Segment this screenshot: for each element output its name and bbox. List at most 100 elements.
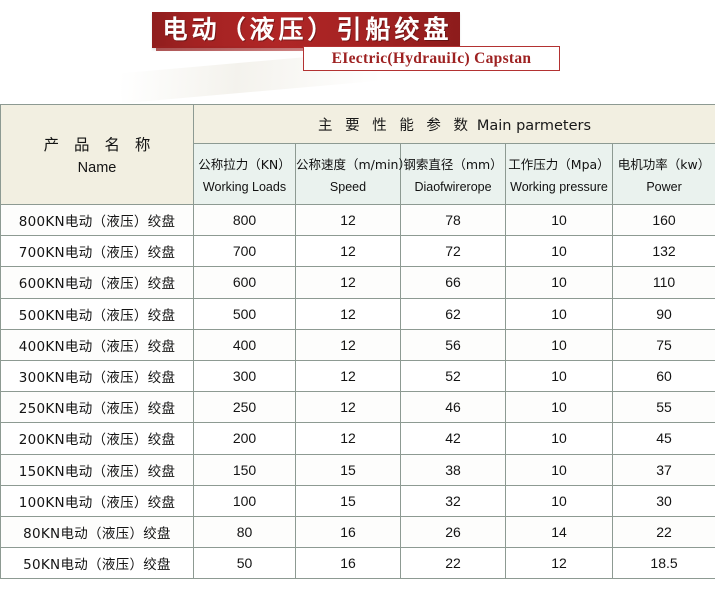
cell-speed: 12 bbox=[295, 391, 401, 424]
cell-press: 14 bbox=[505, 515, 613, 549]
cell-press: 10 bbox=[505, 391, 613, 424]
group-header-en: Main parmeters bbox=[476, 117, 592, 134]
cell-speed: 12 bbox=[295, 235, 401, 268]
cell-dia: 38 bbox=[400, 453, 506, 486]
cell-speed: 12 bbox=[295, 328, 401, 361]
column-header-working-pressure-cn: 工作压力（Mpa） bbox=[508, 157, 610, 172]
column-header-speed-en: Speed bbox=[329, 180, 367, 194]
cell-dia: 42 bbox=[400, 422, 506, 455]
page-subtitle: EIectric(HydrauiIc) Capstan bbox=[331, 50, 532, 67]
cell-name: 80KN电动（液压）绞盘 bbox=[0, 515, 194, 549]
column-header-working-loads: 公称拉力（KN） Working Loads bbox=[193, 143, 296, 205]
cell-name: 300KN电动（液压）绞盘 bbox=[0, 359, 194, 393]
cell-press: 12 bbox=[505, 547, 613, 580]
cell-power: 132 bbox=[611, 235, 715, 268]
group-header-main-parameters: 主 要 性 能 参 数 Main parmeters bbox=[192, 104, 715, 144]
table-body: 800KN电动（液压）绞盘 800 12 78 10 160 700KN电动（液压）绞盘 70… bbox=[0, 203, 715, 580]
cell-name: 200KN电动（液压）绞盘 bbox=[0, 422, 194, 455]
column-header-name-en: Name bbox=[77, 160, 117, 176]
cell-power: 110 bbox=[611, 266, 715, 299]
cell-dia: 62 bbox=[400, 297, 506, 330]
column-header-power-en: Power bbox=[646, 180, 682, 194]
table-row: 150KN电动（液压）绞盘 150 15 38 10 37 bbox=[0, 453, 715, 486]
table-row: 500KN电动（液压）绞盘 500 12 62 10 90 bbox=[0, 297, 715, 330]
group-header-cn: 主 要 性 能 参 数 bbox=[318, 117, 473, 134]
title-banner bbox=[152, 12, 460, 48]
table-row: 250KN电动（液压）绞盘 250 12 46 10 55 bbox=[0, 391, 715, 424]
cell-name: 400KN电动（液压）绞盘 bbox=[0, 328, 194, 361]
column-header-working-pressure: 工作压力（Mpa） Working pressure bbox=[505, 143, 613, 205]
cell-load: 150 bbox=[193, 453, 296, 486]
cell-speed: 12 bbox=[295, 266, 401, 299]
cell-speed: 15 bbox=[295, 453, 401, 486]
table-row: 100KN电动（液压）绞盘 100 15 32 10 30 bbox=[0, 484, 715, 517]
cell-name: 700KN电动（液压）绞盘 bbox=[0, 235, 194, 268]
table-row: 80KN电动（液压）绞盘 80 16 26 14 22 bbox=[0, 515, 715, 549]
cell-name: 100KN电动（液压）绞盘 bbox=[0, 484, 194, 517]
cell-dia: 26 bbox=[400, 515, 506, 549]
column-header-name-cn: 产 品 名 称 bbox=[43, 136, 156, 154]
column-header-name: 产 品 名 称 Name bbox=[0, 104, 194, 205]
cell-speed: 12 bbox=[295, 297, 401, 330]
column-header-power-cn: 电机功率（kw） bbox=[617, 157, 711, 172]
table-head: 产 品 名 称 Name 主 要 性 能 参 数 Main parmeters … bbox=[0, 104, 715, 205]
table-row: 300KN电动（液压）绞盘 300 12 52 10 60 bbox=[0, 359, 715, 393]
cell-name: 150KN电动（液压）绞盘 bbox=[0, 453, 194, 486]
cell-load: 500 bbox=[193, 297, 296, 330]
table-row: 200KN电动（液压）绞盘 200 12 42 10 45 bbox=[0, 422, 715, 455]
cell-press: 10 bbox=[505, 266, 613, 299]
cell-speed: 16 bbox=[295, 547, 401, 580]
cell-press: 10 bbox=[505, 422, 613, 455]
table-row: 400KN电动（液压）绞盘 400 12 56 10 75 bbox=[0, 328, 715, 361]
column-header-working-loads-cn: 公称拉力（KN） bbox=[198, 157, 291, 172]
cell-press: 10 bbox=[505, 235, 613, 268]
cell-load: 700 bbox=[193, 235, 296, 268]
cell-press: 10 bbox=[505, 297, 613, 330]
cell-speed: 12 bbox=[295, 422, 401, 455]
column-header-working-loads-en: Working Loads bbox=[202, 180, 287, 194]
cell-power: 30 bbox=[611, 484, 715, 517]
cell-press: 10 bbox=[505, 453, 613, 486]
cell-load: 600 bbox=[193, 266, 296, 299]
column-header-wirerope-diameter-en: Diaofwirerope bbox=[414, 180, 492, 194]
column-header-power: 电机功率（kw） Power bbox=[611, 143, 715, 205]
cell-load: 80 bbox=[193, 515, 296, 549]
title-block: 电动（液压）引船绞盘 EIectric(HydrauiIc) Capstan bbox=[0, 0, 715, 104]
cell-dia: 32 bbox=[400, 484, 506, 517]
subtitle-box bbox=[303, 46, 560, 71]
cell-speed: 16 bbox=[295, 515, 401, 549]
cell-power: 22 bbox=[611, 515, 715, 549]
cell-load: 50 bbox=[193, 547, 296, 580]
cell-load: 300 bbox=[193, 359, 296, 393]
column-header-wirerope-diameter: 钢索直径（mm） Diaofwirerope bbox=[400, 143, 506, 205]
table-row: 800KN电动（液压）绞盘 800 12 78 10 160 bbox=[0, 203, 715, 237]
cell-press: 10 bbox=[505, 484, 613, 517]
cell-power: 160 bbox=[611, 203, 715, 237]
cell-dia: 46 bbox=[400, 391, 506, 424]
cell-name: 250KN电动（液压）绞盘 bbox=[0, 391, 194, 424]
cell-power: 75 bbox=[611, 328, 715, 361]
table-row: 700KN电动（液压）绞盘 700 12 72 10 132 bbox=[0, 235, 715, 268]
column-header-speed: 公称速度（m/min） Speed bbox=[295, 143, 411, 205]
cell-power: 60 bbox=[611, 359, 715, 393]
table-subheader-row: 公称拉力（KN） Working Loads 公称速度（m/min） Speed… bbox=[1, 143, 715, 205]
cell-name: 800KN电动（液压）绞盘 bbox=[0, 203, 194, 237]
cell-press: 10 bbox=[505, 203, 613, 237]
cell-load: 100 bbox=[193, 484, 296, 517]
table-row: 600KN电动（液压）绞盘 600 12 66 10 110 bbox=[0, 266, 715, 299]
cell-dia: 22 bbox=[400, 547, 506, 580]
cell-power: 55 bbox=[611, 391, 715, 424]
table-header-band-row: 产 品 名 称 Name 主 要 性 能 参 数 Main parmeters bbox=[0, 104, 715, 205]
cell-speed: 12 bbox=[295, 359, 401, 393]
cell-load: 200 bbox=[193, 422, 296, 455]
column-header-working-pressure-en: Working pressure bbox=[510, 180, 608, 194]
cell-name: 600KN电动（液压）绞盘 bbox=[0, 266, 194, 299]
specification-table: 产 品 名 称 Name 主 要 性 能 参 数 Main parmeters … bbox=[0, 104, 715, 580]
column-header-speed-cn: 公称速度（m/min） bbox=[296, 157, 411, 172]
cell-power: 18.5 bbox=[611, 547, 715, 580]
cell-press: 10 bbox=[505, 359, 613, 393]
cell-power: 45 bbox=[611, 422, 715, 455]
cell-dia: 56 bbox=[400, 328, 506, 361]
cell-name: 50KN电动（液压）绞盘 bbox=[0, 547, 194, 580]
cell-dia: 72 bbox=[400, 235, 506, 268]
